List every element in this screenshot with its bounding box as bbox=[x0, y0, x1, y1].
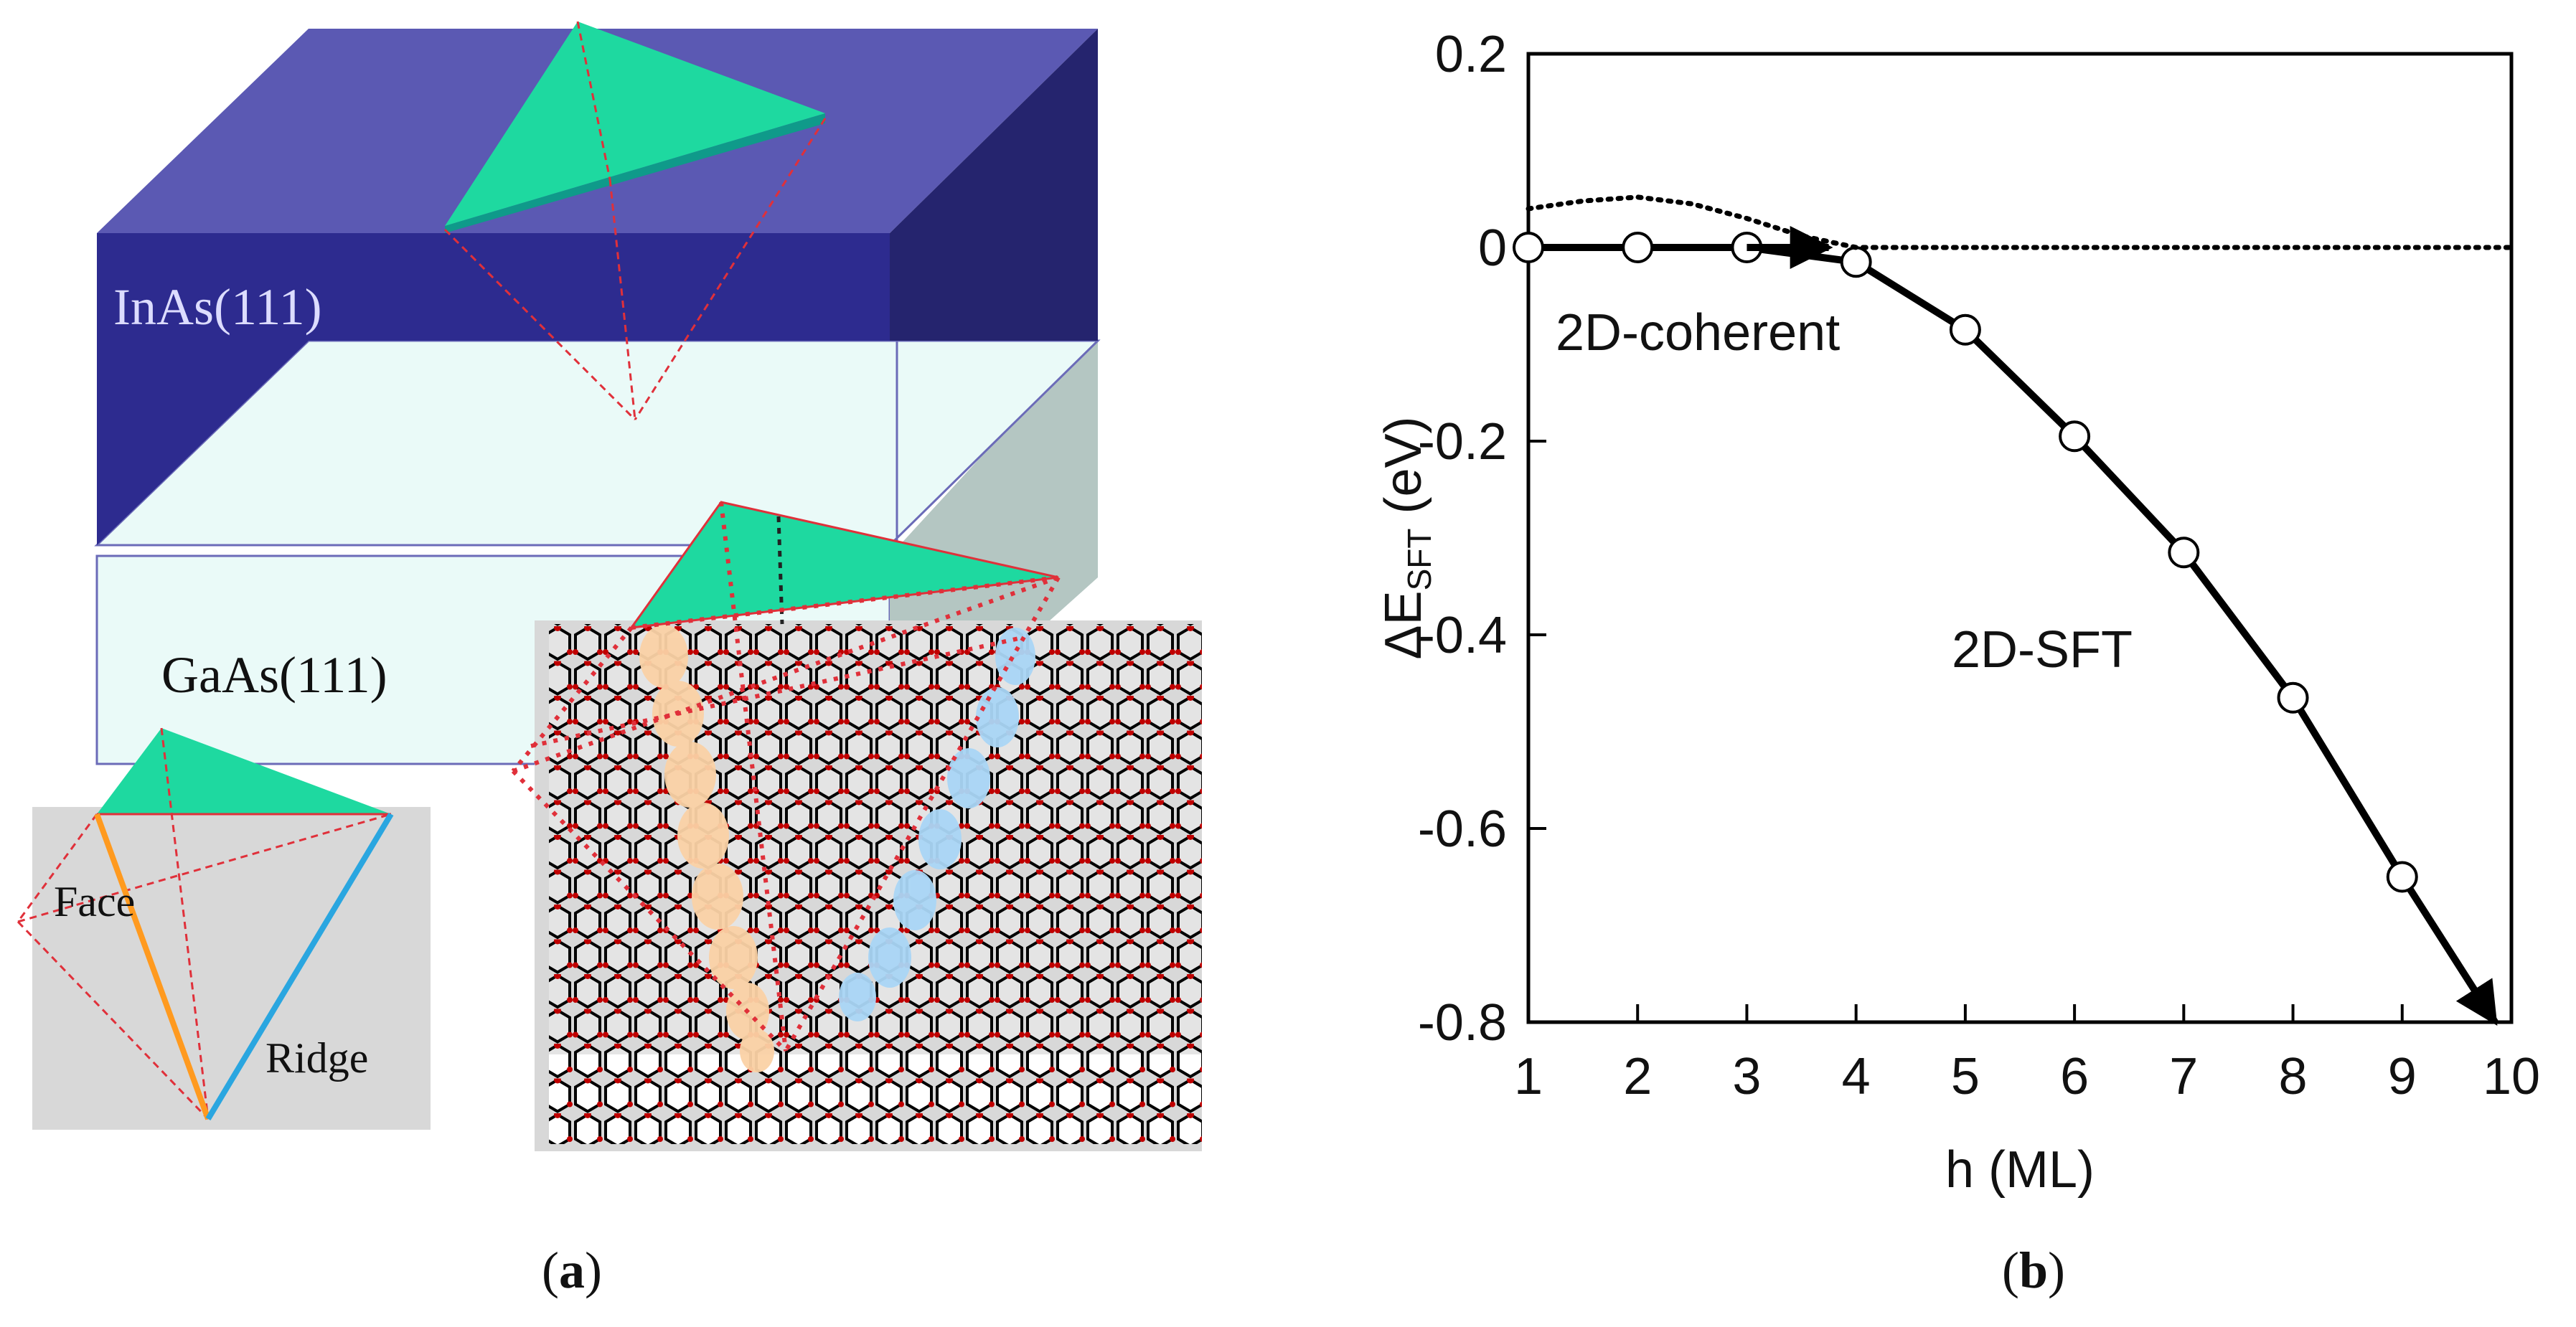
y-tick-label: 0 bbox=[1478, 219, 1507, 277]
gaas-label: GaAs(111) bbox=[161, 646, 387, 704]
x-tick-label: 7 bbox=[2169, 1048, 2198, 1105]
data-point bbox=[2386, 861, 2418, 893]
inas-label: InAs(111) bbox=[113, 278, 322, 336]
y-ticks: 0.2 0 -0.2 -0.4 -0.6 -0.8 bbox=[1418, 26, 1546, 1052]
face-atoms bbox=[639, 625, 774, 1072]
data-point bbox=[2059, 420, 2091, 453]
data-point bbox=[1622, 232, 1654, 263]
data-point bbox=[2168, 537, 2200, 569]
inas-side-face bbox=[890, 29, 1098, 341]
x-tick-label: 9 bbox=[2388, 1048, 2417, 1105]
x-ticks: 1 2 3 4 5 6 7 8 9 10 bbox=[1514, 1004, 2540, 1105]
y-tick-label: -0.2 bbox=[1418, 413, 1507, 471]
panel-a-caption: (a) bbox=[542, 1242, 602, 1299]
data-point bbox=[2277, 681, 2309, 714]
face-label: Face bbox=[54, 878, 135, 925]
y-tick-label: -0.4 bbox=[1418, 607, 1507, 664]
series-dotted-line bbox=[1526, 194, 2514, 250]
tetrahedron-inset: Face Ridge bbox=[17, 727, 431, 1130]
x-tick-label: 6 bbox=[2060, 1048, 2089, 1105]
plot-frame bbox=[1526, 52, 2514, 1024]
label-2d-sft: 2D-SFT bbox=[1952, 621, 2133, 679]
x-tick-label: 5 bbox=[1951, 1048, 1980, 1105]
label-2d-coherent: 2D-coherent bbox=[1556, 304, 1840, 362]
x-tick-label: 1 bbox=[1514, 1048, 1543, 1105]
data-point bbox=[1513, 232, 1544, 263]
data-point bbox=[1840, 246, 1872, 278]
x-tick-label: 2 bbox=[1623, 1048, 1652, 1105]
lattice-tetrahedron bbox=[629, 501, 1059, 629]
x-tick-label: 3 bbox=[1732, 1048, 1761, 1105]
panel-b-chart: 1 2 3 4 5 6 7 8 9 10 0.2 0 -0.2 -0.4 -0.6 -0.8 2D-cohe… bbox=[1375, 26, 2540, 1299]
atomic-lattice-inset bbox=[511, 501, 1202, 1151]
ridge-label: Ridge bbox=[265, 1034, 368, 1082]
x-tick-label: 10 bbox=[2483, 1048, 2540, 1105]
top-tetrahedron bbox=[443, 21, 827, 421]
data-point bbox=[1949, 313, 1981, 346]
panel-b-caption: (b) bbox=[2002, 1242, 2065, 1299]
y-tick-label: -0.6 bbox=[1418, 801, 1507, 858]
x-tick-label: 8 bbox=[2279, 1048, 2308, 1105]
panel-a-schematic: InAs(111) GaAs(111) Face Ridge bbox=[17, 21, 1202, 1299]
series-main-line bbox=[1528, 244, 2499, 1026]
ridge-line bbox=[205, 812, 394, 1121]
face-line bbox=[94, 813, 211, 1120]
y-tick-label: 0.2 bbox=[1435, 26, 1507, 83]
series-layer bbox=[1513, 194, 2514, 1026]
x-axis-label: h (ML) bbox=[1945, 1141, 2095, 1199]
y-tick-label: -0.8 bbox=[1418, 994, 1507, 1052]
inas-front-face bbox=[97, 233, 890, 545]
y-axis-label: ΔESFT (eV) bbox=[1375, 416, 1438, 659]
lattice-guide-lines bbox=[511, 501, 1061, 1053]
x-tick-label: 4 bbox=[1842, 1048, 1871, 1105]
